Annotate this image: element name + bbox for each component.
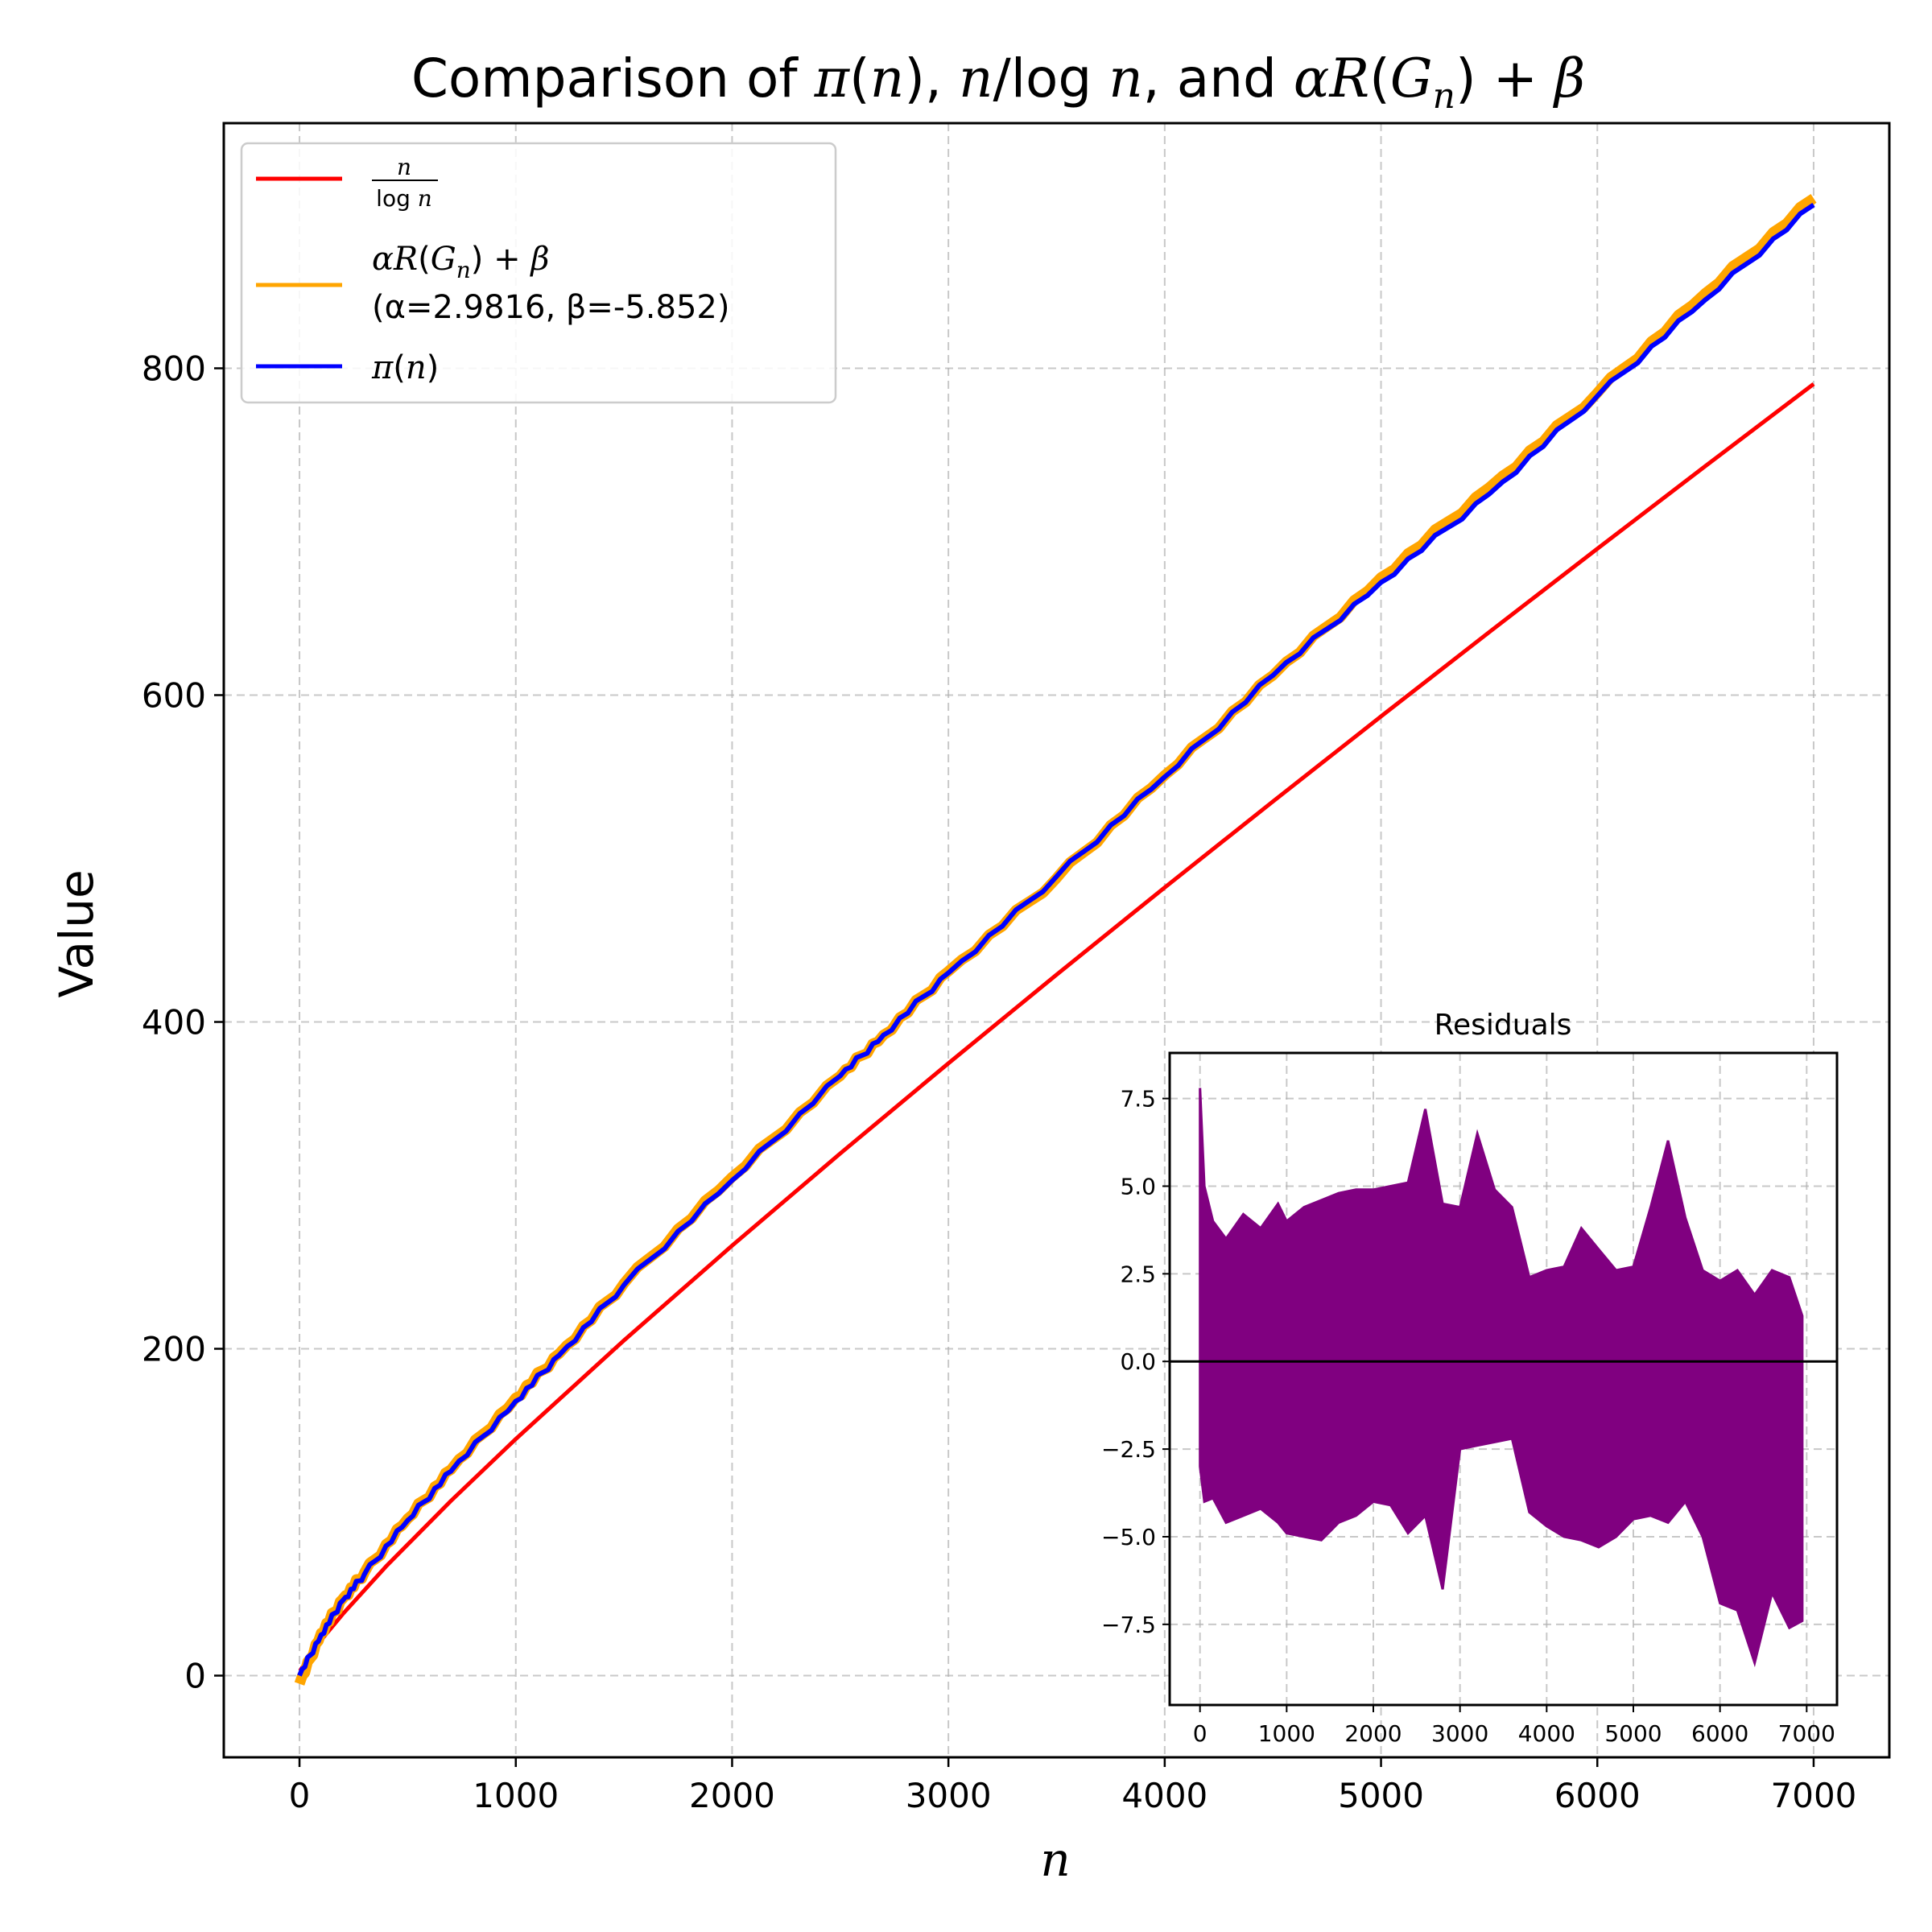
inset-y-tick-label: −2.5 bbox=[1101, 1436, 1156, 1463]
legend: n log n αR(Gn) + β (α=2.9816, β=-5.852) … bbox=[240, 142, 837, 404]
inset-y-tick-label: 7.5 bbox=[1120, 1086, 1156, 1113]
y-tick-label: 200 bbox=[142, 1330, 206, 1369]
chart-title: Comparison of π(n), n/log n, and αR(Gn) … bbox=[411, 47, 1585, 117]
legend-box bbox=[240, 142, 837, 404]
inset-x-tick-label: 5000 bbox=[1604, 1720, 1662, 1747]
main-ticks: 0 1000 2000 3000 4000 5000 6000 7000 0 200 400 600 8… bbox=[142, 349, 1857, 1816]
inset-title: Residuals bbox=[1435, 1009, 1572, 1042]
x-tick-label: 6000 bbox=[1554, 1776, 1641, 1815]
x-axis-label: n bbox=[1040, 1832, 1070, 1887]
x-tick-label: 3000 bbox=[906, 1776, 992, 1815]
y-tick-label: 800 bbox=[142, 349, 206, 389]
series-n-over-log-n bbox=[298, 382, 1815, 1673]
inset-x-tick-label: 2000 bbox=[1344, 1720, 1402, 1747]
series-pi-n bbox=[297, 202, 1815, 1677]
legend-entry-n-over-log-n: n log n bbox=[256, 154, 438, 212]
main-axes-frame bbox=[222, 122, 1891, 1759]
y-axis-label: Value bbox=[49, 869, 104, 997]
x-tick-label: 5000 bbox=[1338, 1776, 1424, 1815]
legend-frac-numerator: n bbox=[397, 154, 411, 180]
y-tick-label: 600 bbox=[142, 676, 206, 716]
inset-y-tick-label: 0.0 bbox=[1120, 1348, 1156, 1375]
legend-frac-denominator: log n bbox=[376, 185, 432, 212]
legend-fit-params: (α=2.9816, β=-5.852) bbox=[372, 289, 729, 326]
y-tick-label: 400 bbox=[142, 1003, 206, 1042]
inset-axes-frame bbox=[1168, 1051, 1839, 1707]
inset-x-tick-label: 7000 bbox=[1778, 1720, 1835, 1747]
inset-x-tick-label: 1000 bbox=[1258, 1720, 1315, 1747]
main-plot-area bbox=[294, 193, 1817, 1686]
inset-plot-area bbox=[1170, 1088, 1837, 1668]
y-tick-label: 0 bbox=[184, 1657, 206, 1696]
inset-x-tick-label: 4000 bbox=[1518, 1720, 1575, 1747]
x-tick-label: 0 bbox=[289, 1776, 311, 1815]
inset-x-tick-label: 3000 bbox=[1431, 1720, 1488, 1747]
inset-y-tick-label: −5.0 bbox=[1101, 1524, 1156, 1550]
x-tick-label: 2000 bbox=[689, 1776, 775, 1815]
legend-entry-pi-n: π(n) bbox=[256, 349, 439, 386]
x-tick-label: 1000 bbox=[473, 1776, 559, 1815]
inset-y-tick-label: 2.5 bbox=[1120, 1261, 1156, 1287]
legend-label: αR(Gn) + β bbox=[372, 241, 549, 283]
legend-entry-alpha-r-gn-beta: αR(Gn) + β (α=2.9816, β=-5.852) bbox=[256, 241, 729, 326]
inset-y-tick-label: 5.0 bbox=[1120, 1173, 1156, 1199]
x-tick-label: 7000 bbox=[1771, 1776, 1857, 1815]
residuals-spikes bbox=[1199, 1123, 1802, 1649]
inset-x-tick-label: 6000 bbox=[1691, 1720, 1748, 1747]
inset-ticks: 0 1000 2000 3000 4000 5000 6000 7000 −7.5 −5.0 −2.… bbox=[1101, 1086, 1835, 1747]
inset-x-tick-label: 0 bbox=[1193, 1720, 1208, 1747]
inset-y-tick-label: −7.5 bbox=[1101, 1612, 1156, 1638]
x-tick-label: 4000 bbox=[1121, 1776, 1208, 1815]
legend-label: π(n) bbox=[371, 349, 439, 386]
